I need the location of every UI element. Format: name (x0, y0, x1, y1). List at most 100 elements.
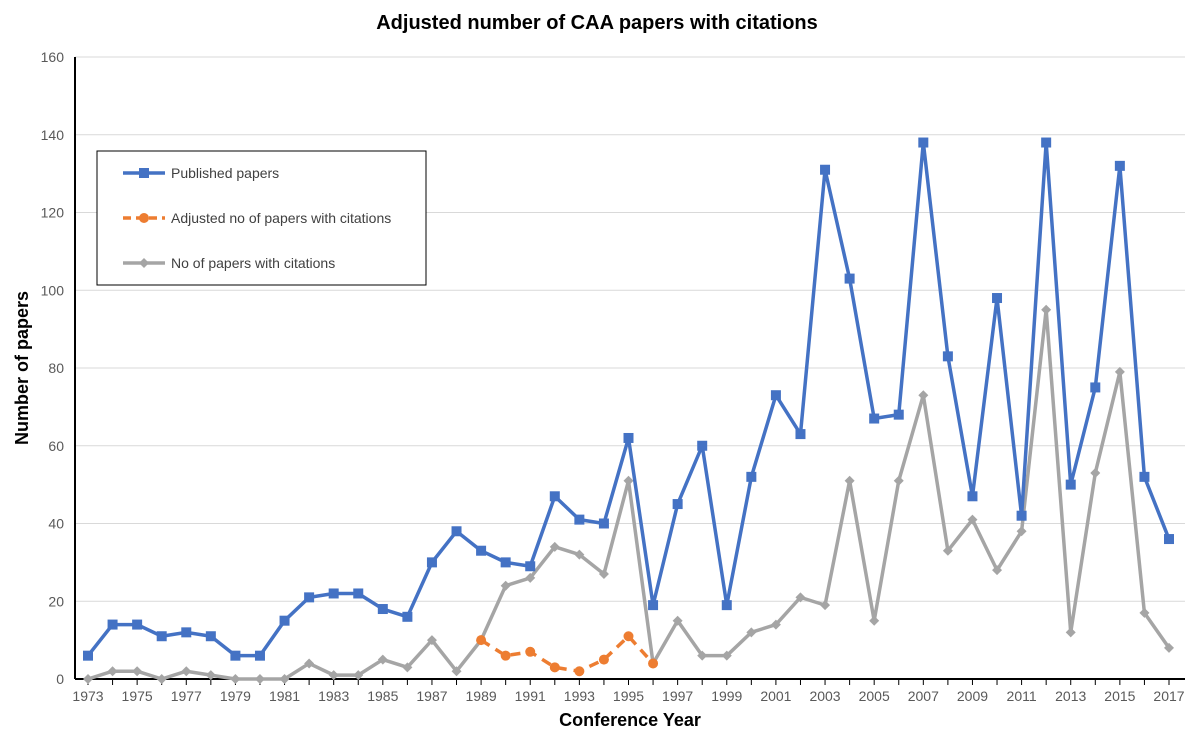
x-tick-label: 1973 (72, 688, 103, 704)
legend-entry: Published papers (123, 165, 279, 181)
data-point-square (721, 600, 732, 611)
data-point-square (476, 545, 487, 556)
data-point-square (377, 604, 388, 615)
data-point-diamond (132, 666, 143, 677)
data-point-circle (549, 662, 560, 673)
x-tick-label: 2017 (1153, 688, 1184, 704)
y-tick-label: 120 (41, 205, 65, 221)
legend-entry: No of papers with citations (123, 255, 335, 271)
y-axis-ticks: 0 20 40 60 80 100 120 140 160 (41, 49, 65, 687)
data-point-diamond (869, 615, 880, 626)
data-point-circle (139, 213, 149, 223)
data-point-diamond (377, 654, 388, 665)
x-tick-label: 1981 (269, 688, 300, 704)
data-point-diamond (992, 565, 1003, 576)
data-point-diamond (549, 541, 560, 552)
data-point-diamond (107, 666, 118, 677)
data-point-square (1041, 137, 1052, 148)
data-point-square (254, 650, 265, 661)
data-point-square (1090, 382, 1101, 393)
data-point-diamond (1041, 304, 1052, 315)
x-tick-label: 2007 (908, 688, 939, 704)
series-line (87, 307, 1171, 681)
data-point-diamond (500, 580, 511, 591)
data-point-circle (525, 646, 536, 657)
data-point-square (426, 557, 437, 568)
data-point-diamond (1065, 627, 1076, 638)
y-tick-label: 100 (41, 282, 65, 298)
data-point-diamond (525, 572, 536, 583)
data-point-square (279, 615, 290, 626)
y-tick-label: 160 (41, 49, 65, 65)
y-tick-label: 20 (48, 593, 64, 609)
data-point-diamond (1139, 607, 1150, 618)
data-point-circle (500, 650, 511, 661)
data-point-square (844, 273, 855, 284)
data-point-diamond (942, 545, 953, 556)
data-point-square (328, 588, 339, 599)
data-point-diamond (672, 615, 683, 626)
data-point-square (139, 168, 149, 178)
x-tick-label: 2001 (760, 688, 791, 704)
data-point-diamond (967, 514, 978, 525)
data-point-square (205, 631, 216, 642)
data-point-diamond (795, 592, 806, 603)
data-point-diamond (598, 569, 609, 580)
data-point-square (992, 293, 1003, 304)
x-tick-label: 1993 (564, 688, 595, 704)
data-point-square (1114, 160, 1125, 171)
data-point-square (893, 409, 904, 420)
data-point-square (1164, 534, 1174, 545)
data-point-diamond (328, 670, 339, 681)
y-tick-label: 0 (56, 671, 64, 687)
data-point-diamond (426, 635, 437, 646)
data-point-square (820, 164, 831, 175)
x-tick-label: 2003 (809, 688, 840, 704)
x-tick-label: 1983 (318, 688, 349, 704)
data-point-square (304, 592, 315, 603)
data-point-diamond (353, 670, 364, 681)
data-point-square (672, 499, 683, 510)
data-point-diamond (451, 666, 462, 677)
data-point-diamond (721, 650, 732, 661)
y-tick-label: 60 (48, 438, 64, 454)
x-tick-label: 1989 (466, 688, 497, 704)
data-point-square (107, 619, 118, 630)
y-tick-label: 140 (41, 127, 65, 143)
data-point-square (648, 600, 659, 611)
data-point-diamond (893, 475, 904, 486)
x-tick-label: 1975 (122, 688, 153, 704)
x-tick-label: 2009 (957, 688, 988, 704)
data-point-square (181, 627, 192, 638)
data-point-square (746, 471, 757, 482)
data-point-square (869, 413, 880, 424)
data-point-diamond (770, 619, 781, 630)
data-point-square (549, 491, 560, 502)
legend-entry: Adjusted no of papers with citations (123, 210, 391, 226)
x-tick-label: 1979 (220, 688, 251, 704)
data-point-diamond (1090, 467, 1101, 478)
legend-label: No of papers with citations (171, 255, 335, 271)
data-point-diamond (574, 549, 585, 560)
data-point-diamond (844, 475, 855, 486)
data-point-square (697, 440, 708, 451)
data-point-diamond (156, 674, 167, 684)
data-point-circle (574, 666, 585, 677)
x-tick-label: 1991 (515, 688, 546, 704)
data-point-square (770, 390, 781, 401)
data-point-square (1065, 479, 1076, 490)
x-tick-label: 2015 (1104, 688, 1135, 704)
x-tick-label: 1987 (416, 688, 447, 704)
legend: Published papers Adjusted no of papers wi… (96, 150, 427, 286)
data-point-square (402, 611, 413, 622)
x-tick-label: 1977 (171, 688, 202, 704)
x-tick-label: 2005 (859, 688, 890, 704)
y-tick-label: 40 (48, 516, 64, 532)
data-point-diamond (820, 600, 831, 611)
series-group (83, 137, 1174, 684)
data-point-diamond (402, 662, 413, 673)
data-point-diamond (230, 674, 241, 684)
data-point-diamond (918, 390, 929, 401)
data-point-diamond (83, 674, 93, 684)
data-point-square (451, 526, 462, 537)
